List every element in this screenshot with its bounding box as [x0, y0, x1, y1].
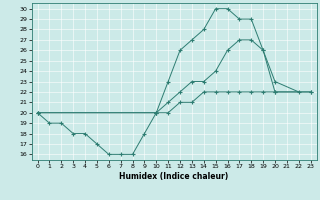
X-axis label: Humidex (Indice chaleur): Humidex (Indice chaleur) [119, 172, 229, 181]
